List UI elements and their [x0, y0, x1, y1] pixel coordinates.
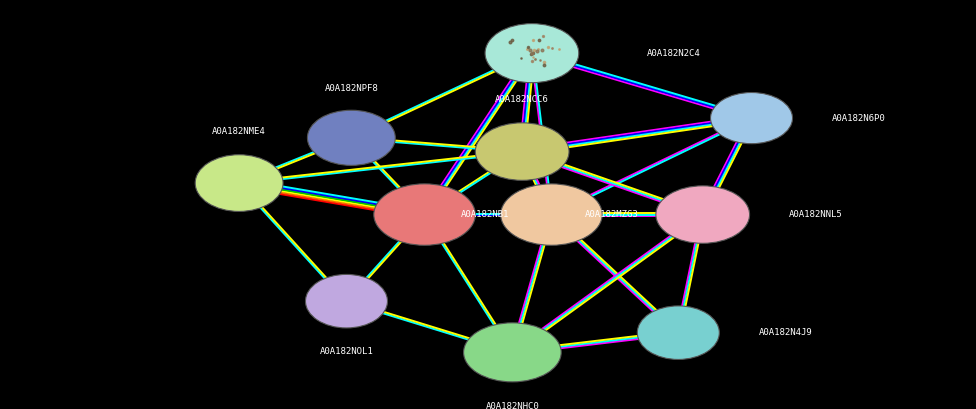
- Ellipse shape: [307, 110, 395, 165]
- Text: A0A182NCC6: A0A182NCC6: [495, 95, 549, 104]
- Ellipse shape: [475, 123, 569, 180]
- Text: A0A182N4J9: A0A182N4J9: [758, 328, 812, 337]
- Text: A0A182NNL5: A0A182NNL5: [789, 210, 842, 219]
- Text: A0A182MZG3: A0A182MZG3: [585, 210, 639, 219]
- Ellipse shape: [485, 24, 579, 83]
- Ellipse shape: [305, 274, 387, 328]
- Ellipse shape: [501, 184, 602, 245]
- Ellipse shape: [711, 92, 793, 144]
- Text: A0A182N2C4: A0A182N2C4: [647, 49, 701, 58]
- Text: A0A182NPF8: A0A182NPF8: [324, 83, 379, 92]
- Ellipse shape: [656, 186, 750, 243]
- Ellipse shape: [637, 306, 719, 360]
- Text: A0A182NHC0: A0A182NHC0: [485, 402, 540, 409]
- Text: A0A182NB1: A0A182NB1: [461, 210, 509, 219]
- Text: A0A182N6P0: A0A182N6P0: [832, 114, 885, 123]
- Ellipse shape: [374, 184, 475, 245]
- Text: A0A182NME4: A0A182NME4: [212, 127, 266, 136]
- Ellipse shape: [464, 323, 561, 382]
- Ellipse shape: [195, 155, 283, 211]
- Text: A0A182NOL1: A0A182NOL1: [319, 347, 374, 356]
